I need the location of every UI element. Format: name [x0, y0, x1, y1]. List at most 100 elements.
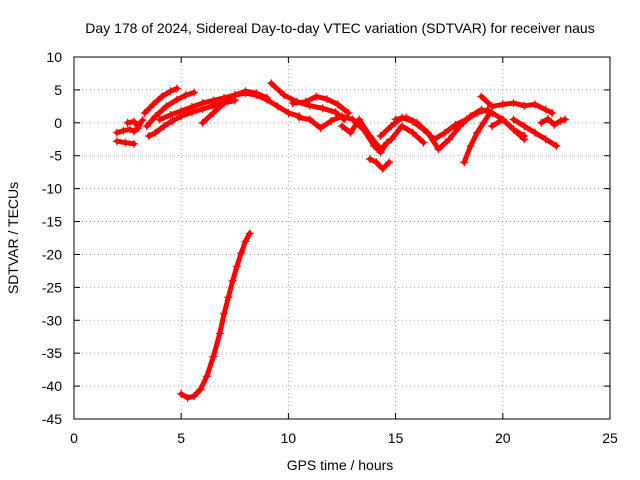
- data-point: [520, 135, 529, 144]
- data-point: [162, 102, 171, 111]
- series-track-c: [123, 116, 147, 131]
- data-point: [177, 106, 186, 115]
- y-tick-label: -20: [42, 246, 62, 262]
- data-point: [125, 125, 134, 134]
- data-point: [466, 141, 475, 150]
- data-point: [378, 164, 387, 173]
- data-point: [209, 108, 218, 117]
- data-point: [316, 124, 325, 133]
- data-point: [338, 112, 346, 121]
- y-tick-label: -15: [42, 214, 62, 230]
- data-point: [530, 100, 539, 109]
- data-point: [541, 105, 550, 114]
- series-track-l: [295, 112, 392, 157]
- y-tick-label: 0: [54, 115, 62, 131]
- data-point: [385, 158, 394, 167]
- data-point: [183, 393, 192, 402]
- data-point: [209, 96, 218, 105]
- data-point: [440, 128, 449, 137]
- data-point: [305, 115, 314, 124]
- chart-title: Day 178 of 2024, Sidereal Day-to-day VTE…: [85, 20, 594, 36]
- data-point: [142, 122, 151, 131]
- data-point: [376, 145, 385, 154]
- data-point: [237, 249, 246, 258]
- data-point: [338, 122, 346, 131]
- data-point: [198, 118, 207, 127]
- data-point: [477, 105, 486, 114]
- data-point: [134, 122, 143, 131]
- data-point: [391, 115, 400, 124]
- data-point: [130, 127, 139, 136]
- grid: [74, 57, 610, 419]
- data-point: [537, 118, 546, 127]
- series-track-t: [509, 115, 561, 150]
- data-point: [157, 92, 166, 101]
- plot-frame: [73, 56, 611, 420]
- data-point: [548, 108, 557, 117]
- data-point: [245, 229, 254, 238]
- data-point: [149, 100, 158, 109]
- series-track-s: [488, 115, 529, 144]
- data-point: [530, 128, 539, 137]
- data-point: [376, 131, 385, 140]
- series-track-h: [198, 87, 271, 127]
- data-point: [473, 128, 482, 137]
- series-trace: [489, 117, 527, 142]
- series-track-n: [365, 155, 394, 173]
- y-tick-label: -40: [42, 378, 62, 394]
- data-point: [498, 100, 507, 109]
- data-point: [552, 141, 561, 150]
- data-point: [541, 135, 550, 144]
- data-point: [145, 131, 154, 140]
- series-track-a: [112, 124, 143, 137]
- data-point: [267, 79, 276, 88]
- data-point: [140, 108, 149, 117]
- y-tick-label: -5: [50, 148, 63, 164]
- data-point: [413, 118, 422, 127]
- data-point: [445, 135, 454, 144]
- y-tick-label: 5: [54, 82, 62, 98]
- tick-marks: [73, 56, 611, 420]
- data-point: [166, 87, 175, 96]
- data-point: [198, 99, 207, 108]
- data-point: [220, 99, 229, 108]
- data-point: [190, 88, 199, 97]
- data-point: [479, 118, 488, 127]
- y-tick-labels: 10 5 0 -5 -10 -15 -20 -25 -30 -35 -40 -45: [42, 49, 62, 427]
- series-track-i: [177, 229, 254, 402]
- data-point: [241, 87, 250, 96]
- data-point: [327, 116, 336, 125]
- data-point: [130, 117, 139, 126]
- data-point: [160, 122, 169, 131]
- data-point: [520, 101, 529, 110]
- data-point: [172, 95, 181, 104]
- x-tick-label: 0: [70, 430, 78, 446]
- data-point: [477, 92, 486, 101]
- y-axis-label: SDTVAR / TECUs: [5, 182, 21, 294]
- data-point: [387, 122, 396, 131]
- data-point: [301, 97, 310, 106]
- series-track-d: [140, 84, 181, 117]
- data-point: [333, 100, 342, 109]
- series-track-r: [477, 92, 557, 117]
- y-tick-label: -25: [42, 279, 62, 295]
- data-point: [196, 385, 205, 394]
- data-point: [252, 89, 261, 98]
- data-point: [168, 116, 177, 125]
- data-point: [312, 92, 321, 101]
- series-track-e: [142, 88, 199, 131]
- data-point: [423, 128, 432, 137]
- data-point: [398, 122, 407, 131]
- data-point: [190, 391, 199, 400]
- data-point: [543, 114, 552, 123]
- data-point: [151, 128, 160, 137]
- data-point: [220, 309, 229, 318]
- data-point: [112, 137, 121, 146]
- data-point: [228, 276, 237, 285]
- series-trace: [125, 117, 146, 129]
- series-track-k: [288, 92, 353, 117]
- data-point: [230, 91, 239, 100]
- series-trace: [367, 156, 392, 172]
- data-point: [177, 389, 186, 398]
- data-point: [305, 101, 314, 110]
